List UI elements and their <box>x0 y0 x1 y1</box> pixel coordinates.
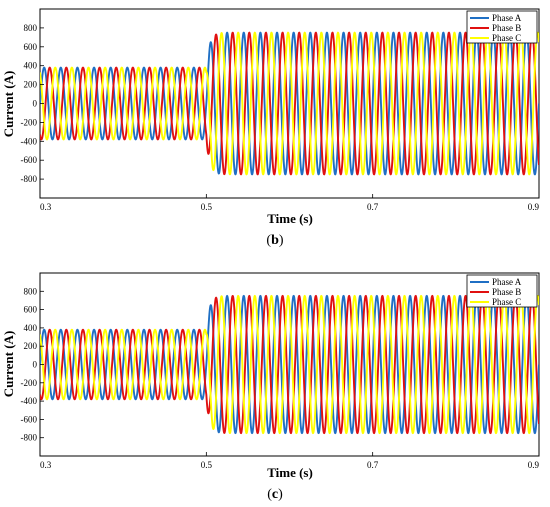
y-tick-label: -800 <box>21 433 38 443</box>
y-tick-label: 200 <box>24 341 38 351</box>
y-tick-label: -600 <box>21 414 38 424</box>
x-tick-label: 0.5 <box>201 202 213 212</box>
series-line <box>40 31 539 176</box>
x-axis: 0.3 0.5 0.7 0.9 <box>39 452 540 470</box>
y-axis-label: Current (A) <box>1 71 16 138</box>
y-axis: -800 -600 -400 -200 0 200 400 600 800 <box>21 23 44 184</box>
legend-label: Phase C <box>492 297 521 307</box>
y-tick-label: 400 <box>24 61 38 71</box>
y-tick-label: 600 <box>24 305 38 315</box>
y-tick-label: 600 <box>24 42 38 52</box>
series-line <box>40 294 539 435</box>
series-line <box>40 31 539 176</box>
x-tick-label: 0.5 <box>201 460 213 470</box>
series-layer <box>40 31 539 176</box>
y-tick-label: -800 <box>21 174 38 184</box>
y-tick-label: -200 <box>21 117 38 127</box>
y-axis: -800 -600 -400 -200 0 200 400 600 800 <box>21 286 44 443</box>
y-tick-label: -600 <box>21 155 38 165</box>
y-tick-label: 0 <box>33 360 38 370</box>
x-tick-label: 0.9 <box>528 460 540 470</box>
y-tick-label: -400 <box>21 396 38 406</box>
legend-label: Phase A <box>492 277 522 287</box>
x-tick-label: 0.3 <box>40 202 52 212</box>
legend-label: Phase B <box>492 287 521 297</box>
panel-caption: (c) <box>267 487 283 502</box>
y-tick-label: 800 <box>24 286 38 296</box>
series-layer <box>40 294 539 435</box>
x-axis-label: Time (s) <box>267 465 313 480</box>
legend-label: Phase A <box>492 13 522 23</box>
series-line <box>40 294 539 435</box>
y-tick-label: 0 <box>33 99 38 109</box>
series-line <box>40 31 539 176</box>
x-axis: 0.3 0.5 0.7 0.9 <box>39 194 540 212</box>
x-axis-label: Time (s) <box>267 211 313 226</box>
y-tick-label: -400 <box>21 136 38 146</box>
y-tick-label: 400 <box>24 323 38 333</box>
series-line <box>40 294 539 435</box>
legend-label: Phase B <box>492 23 521 33</box>
x-tick-label: 0.7 <box>367 460 379 470</box>
y-tick-label: -200 <box>21 378 38 388</box>
y-tick-label: 200 <box>24 80 38 90</box>
legend-label: Phase C <box>492 33 521 43</box>
x-tick-label: 0.9 <box>528 202 540 212</box>
x-tick-label: 0.3 <box>40 460 52 470</box>
y-tick-label: 800 <box>24 23 38 33</box>
x-tick-label: 0.7 <box>367 202 379 212</box>
panel-caption: (b) <box>266 233 283 248</box>
y-axis-label: Current (A) <box>1 331 16 398</box>
